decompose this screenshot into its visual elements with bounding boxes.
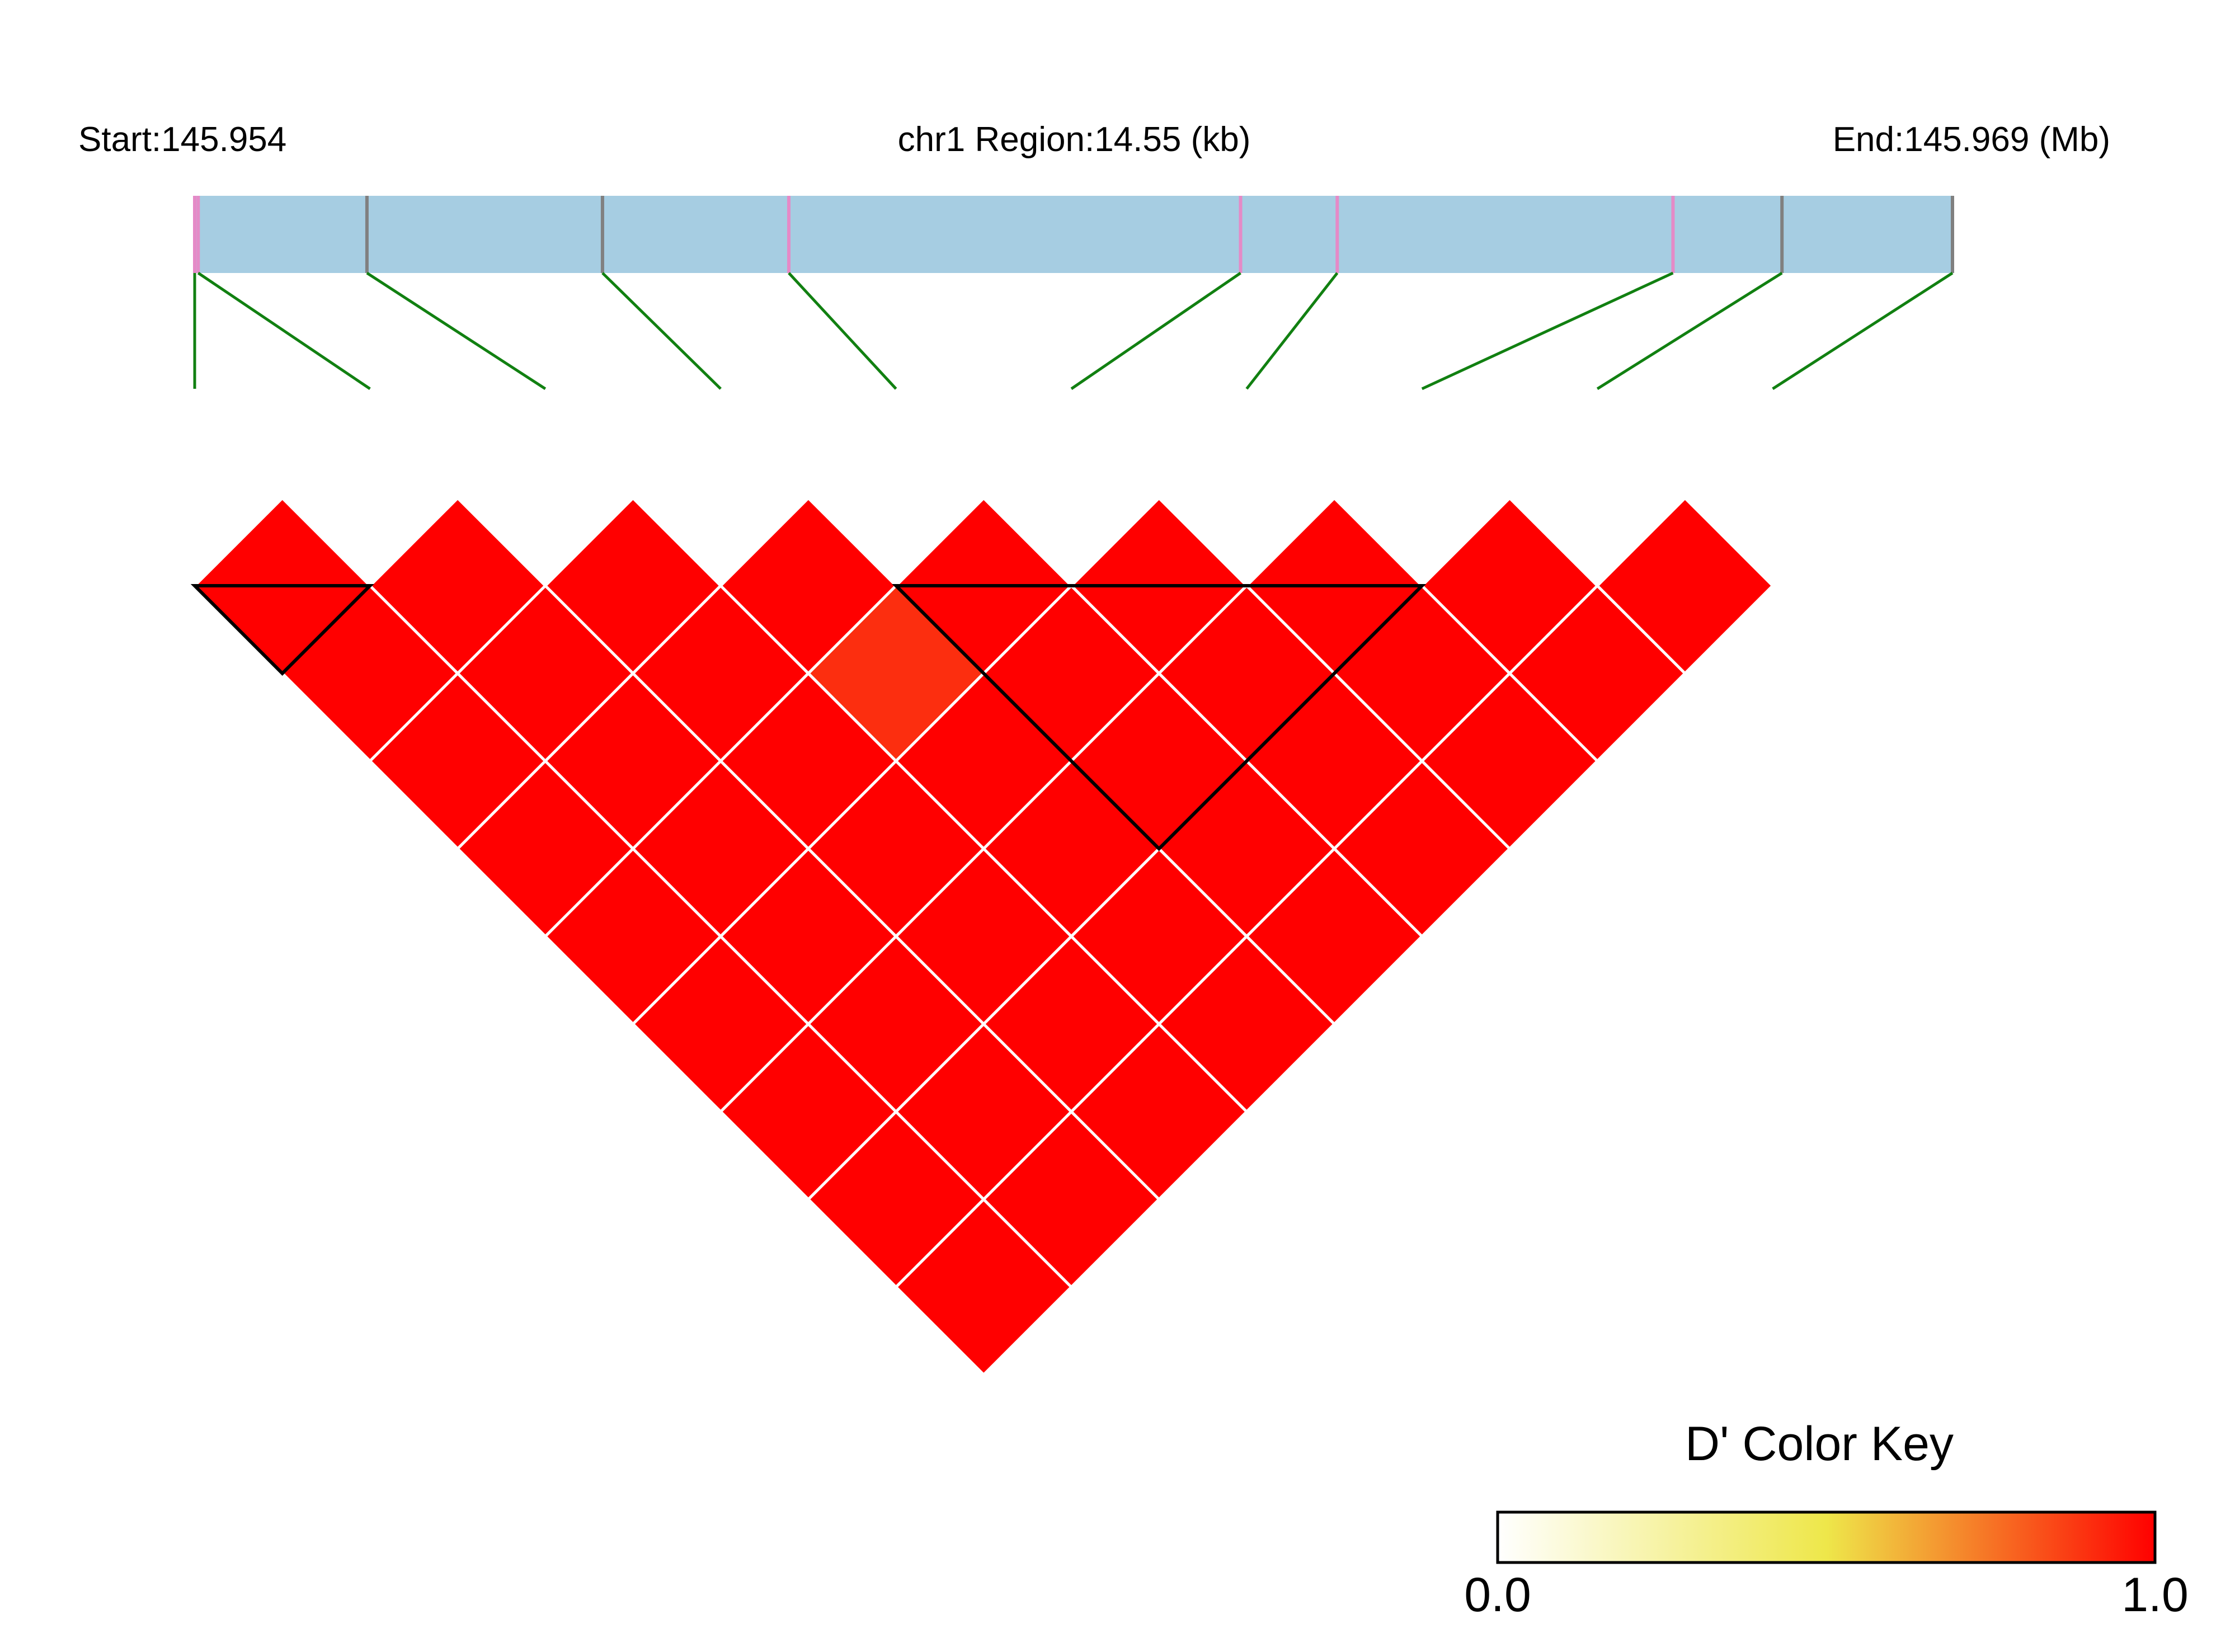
snp-connector-3 [366, 271, 547, 390]
snp-ticks [193, 196, 1954, 273]
snp-connector-5 [788, 272, 897, 390]
color-key-max-label: 1.0 [2121, 1568, 2189, 1622]
region-start-label: Start:145.954 [78, 120, 286, 159]
snp-connector-7 [1245, 272, 1339, 390]
color-key-title: D' Color Key [1685, 1417, 1954, 1471]
snp-connector-8 [1421, 271, 1674, 390]
ld-block-outline-1 [190, 584, 374, 676]
region-bar [195, 196, 1952, 273]
snp-connector-6 [1070, 271, 1241, 390]
region-end-label: End:145.969 (Mb) [1833, 120, 2110, 159]
color-key-gradient-bar [1496, 1510, 2157, 1564]
snp-connector-4 [601, 272, 722, 390]
ld-heatmap-cells [192, 496, 1775, 1377]
region-title: chr1 Region:14.55 (kb) [898, 120, 1251, 159]
snp-connector-10 [1772, 271, 1954, 390]
snp-connector-9 [1596, 271, 1783, 390]
ld-block-outlines [190, 584, 1427, 851]
ld-cell-9-10 [1595, 496, 1775, 676]
snp-connector-lines [193, 271, 1954, 390]
ld-block-outline-2 [892, 584, 1427, 851]
color-key-min-label: 0.0 [1464, 1568, 1531, 1622]
snp-connector-2 [197, 271, 371, 390]
